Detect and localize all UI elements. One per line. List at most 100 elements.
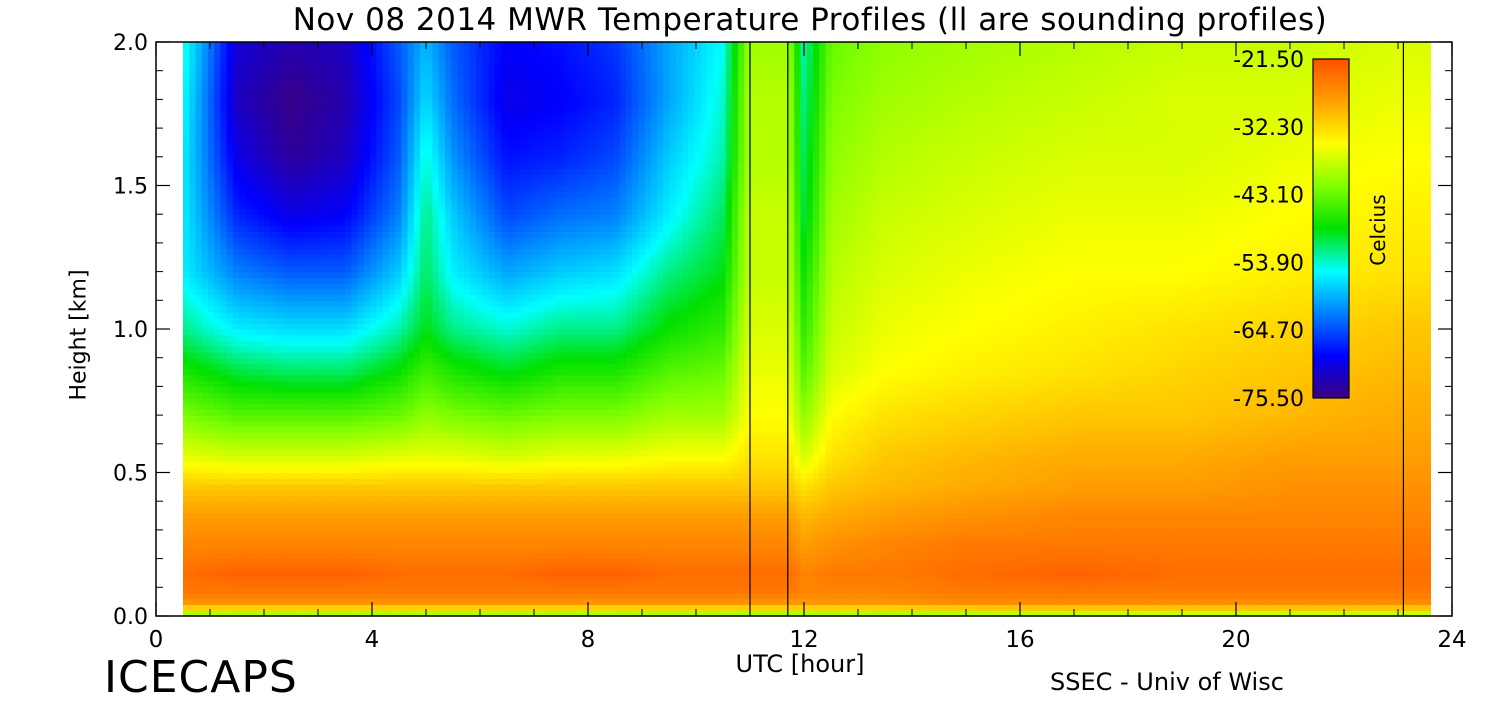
heatmap-cell: [476, 438, 483, 445]
heatmap-cell: [332, 191, 340, 198]
heatmap-cell: [232, 415, 240, 422]
heatmap-cell: [382, 225, 390, 233]
heatmap-cell: [251, 133, 259, 141]
heatmap-cell: [326, 512, 334, 520]
heatmap-cell: [313, 128, 321, 135]
heatmap-cell: [320, 369, 328, 376]
heatmap-cell: [444, 610, 452, 617]
heatmap-cell: [276, 489, 284, 497]
heatmap-cell: [189, 288, 197, 296]
heatmap-cell: [463, 472, 471, 479]
heatmap-cell: [276, 386, 284, 393]
heatmap-cell: [313, 110, 321, 118]
heatmap-cell: [264, 547, 271, 554]
heatmap-cell: [320, 202, 328, 210]
heatmap-cell: [413, 380, 421, 387]
heatmap-cell: [407, 225, 415, 233]
heatmap-cell: [232, 334, 240, 342]
heatmap-cell: [351, 547, 359, 554]
heatmap-cell: [338, 145, 346, 152]
heatmap-cell: [444, 403, 452, 410]
heatmap-cell: [395, 260, 402, 267]
heatmap-cell: [388, 541, 396, 548]
heatmap-cell: [469, 392, 477, 399]
heatmap-cell: [451, 76, 459, 83]
heatmap-cell: [195, 575, 203, 583]
heatmap-cell: [426, 70, 434, 78]
heatmap-cell: [351, 575, 359, 583]
heatmap-cell: [432, 248, 440, 255]
heatmap-cell: [469, 202, 477, 210]
heatmap-cell: [451, 139, 459, 146]
heatmap-cell: [183, 461, 190, 468]
heatmap-cell: [457, 329, 465, 336]
heatmap-cell: [426, 294, 434, 301]
heatmap-cell: [226, 512, 234, 520]
heatmap-cell: [245, 47, 253, 55]
heatmap-cell: [332, 311, 340, 319]
heatmap-cell: [413, 317, 421, 324]
heatmap-cell: [282, 237, 290, 244]
heatmap-cell: [189, 529, 197, 537]
heatmap-cell: [251, 524, 259, 531]
heatmap-cell: [451, 260, 459, 267]
heatmap-cell: [338, 311, 346, 319]
heatmap-cell: [189, 415, 197, 422]
heatmap-cell: [332, 265, 340, 273]
heatmap-cell: [413, 386, 421, 393]
heatmap-cell: [201, 323, 209, 330]
heatmap-cell: [239, 277, 246, 284]
heatmap-cell: [264, 156, 271, 164]
heatmap-cell: [251, 208, 259, 215]
heatmap-cell: [463, 254, 471, 261]
heatmap-cell: [407, 139, 415, 146]
heatmap-cell: [220, 397, 228, 405]
heatmap-cell: [338, 478, 346, 485]
heatmap-cell: [282, 409, 290, 416]
heatmap-cell: [295, 351, 303, 359]
heatmap-cell: [232, 174, 240, 181]
heatmap-cell: [226, 202, 234, 210]
heatmap-cell: [264, 512, 271, 520]
heatmap-cell: [183, 369, 190, 376]
heatmap-cell: [457, 288, 465, 296]
heatmap-cell: [207, 506, 215, 514]
heatmap-cell: [307, 409, 315, 416]
heatmap-cell: [214, 593, 222, 600]
heatmap-cell: [488, 317, 496, 324]
heatmap-cell: [345, 179, 352, 187]
heatmap-cell: [413, 116, 421, 123]
heatmap-cell: [463, 415, 471, 422]
heatmap-cell: [401, 70, 409, 78]
heatmap-cell: [407, 42, 415, 49]
heatmap-cell: [257, 219, 265, 227]
heatmap-cell: [426, 288, 434, 296]
heatmap-cell: [395, 581, 402, 588]
heatmap-cell: [351, 288, 359, 296]
heatmap-cell: [320, 478, 328, 485]
heatmap-cell: [226, 288, 234, 296]
heatmap-cell: [451, 374, 459, 382]
heatmap-cell: [326, 403, 334, 410]
heatmap-cell: [251, 265, 259, 273]
heatmap-cell: [395, 552, 402, 560]
heatmap-cell: [257, 265, 265, 273]
heatmap-cell: [395, 351, 402, 359]
heatmap-cell: [301, 529, 309, 537]
heatmap-cell: [420, 506, 427, 514]
heatmap-cell: [420, 374, 427, 382]
heatmap-cell: [388, 512, 396, 520]
heatmap-cell: [270, 420, 278, 428]
heatmap-cell: [351, 506, 359, 514]
heatmap-cell: [201, 311, 209, 319]
heatmap-cell: [245, 185, 253, 192]
heatmap-cell: [363, 208, 371, 215]
heatmap-cell: [444, 369, 452, 376]
heatmap-cell: [376, 242, 384, 250]
heatmap-cell: [183, 225, 190, 233]
heatmap-cell: [326, 524, 334, 531]
heatmap-cell: [257, 277, 265, 284]
heatmap-cell: [351, 93, 359, 100]
heatmap-cell: [426, 466, 434, 474]
heatmap-cell: [307, 472, 315, 479]
